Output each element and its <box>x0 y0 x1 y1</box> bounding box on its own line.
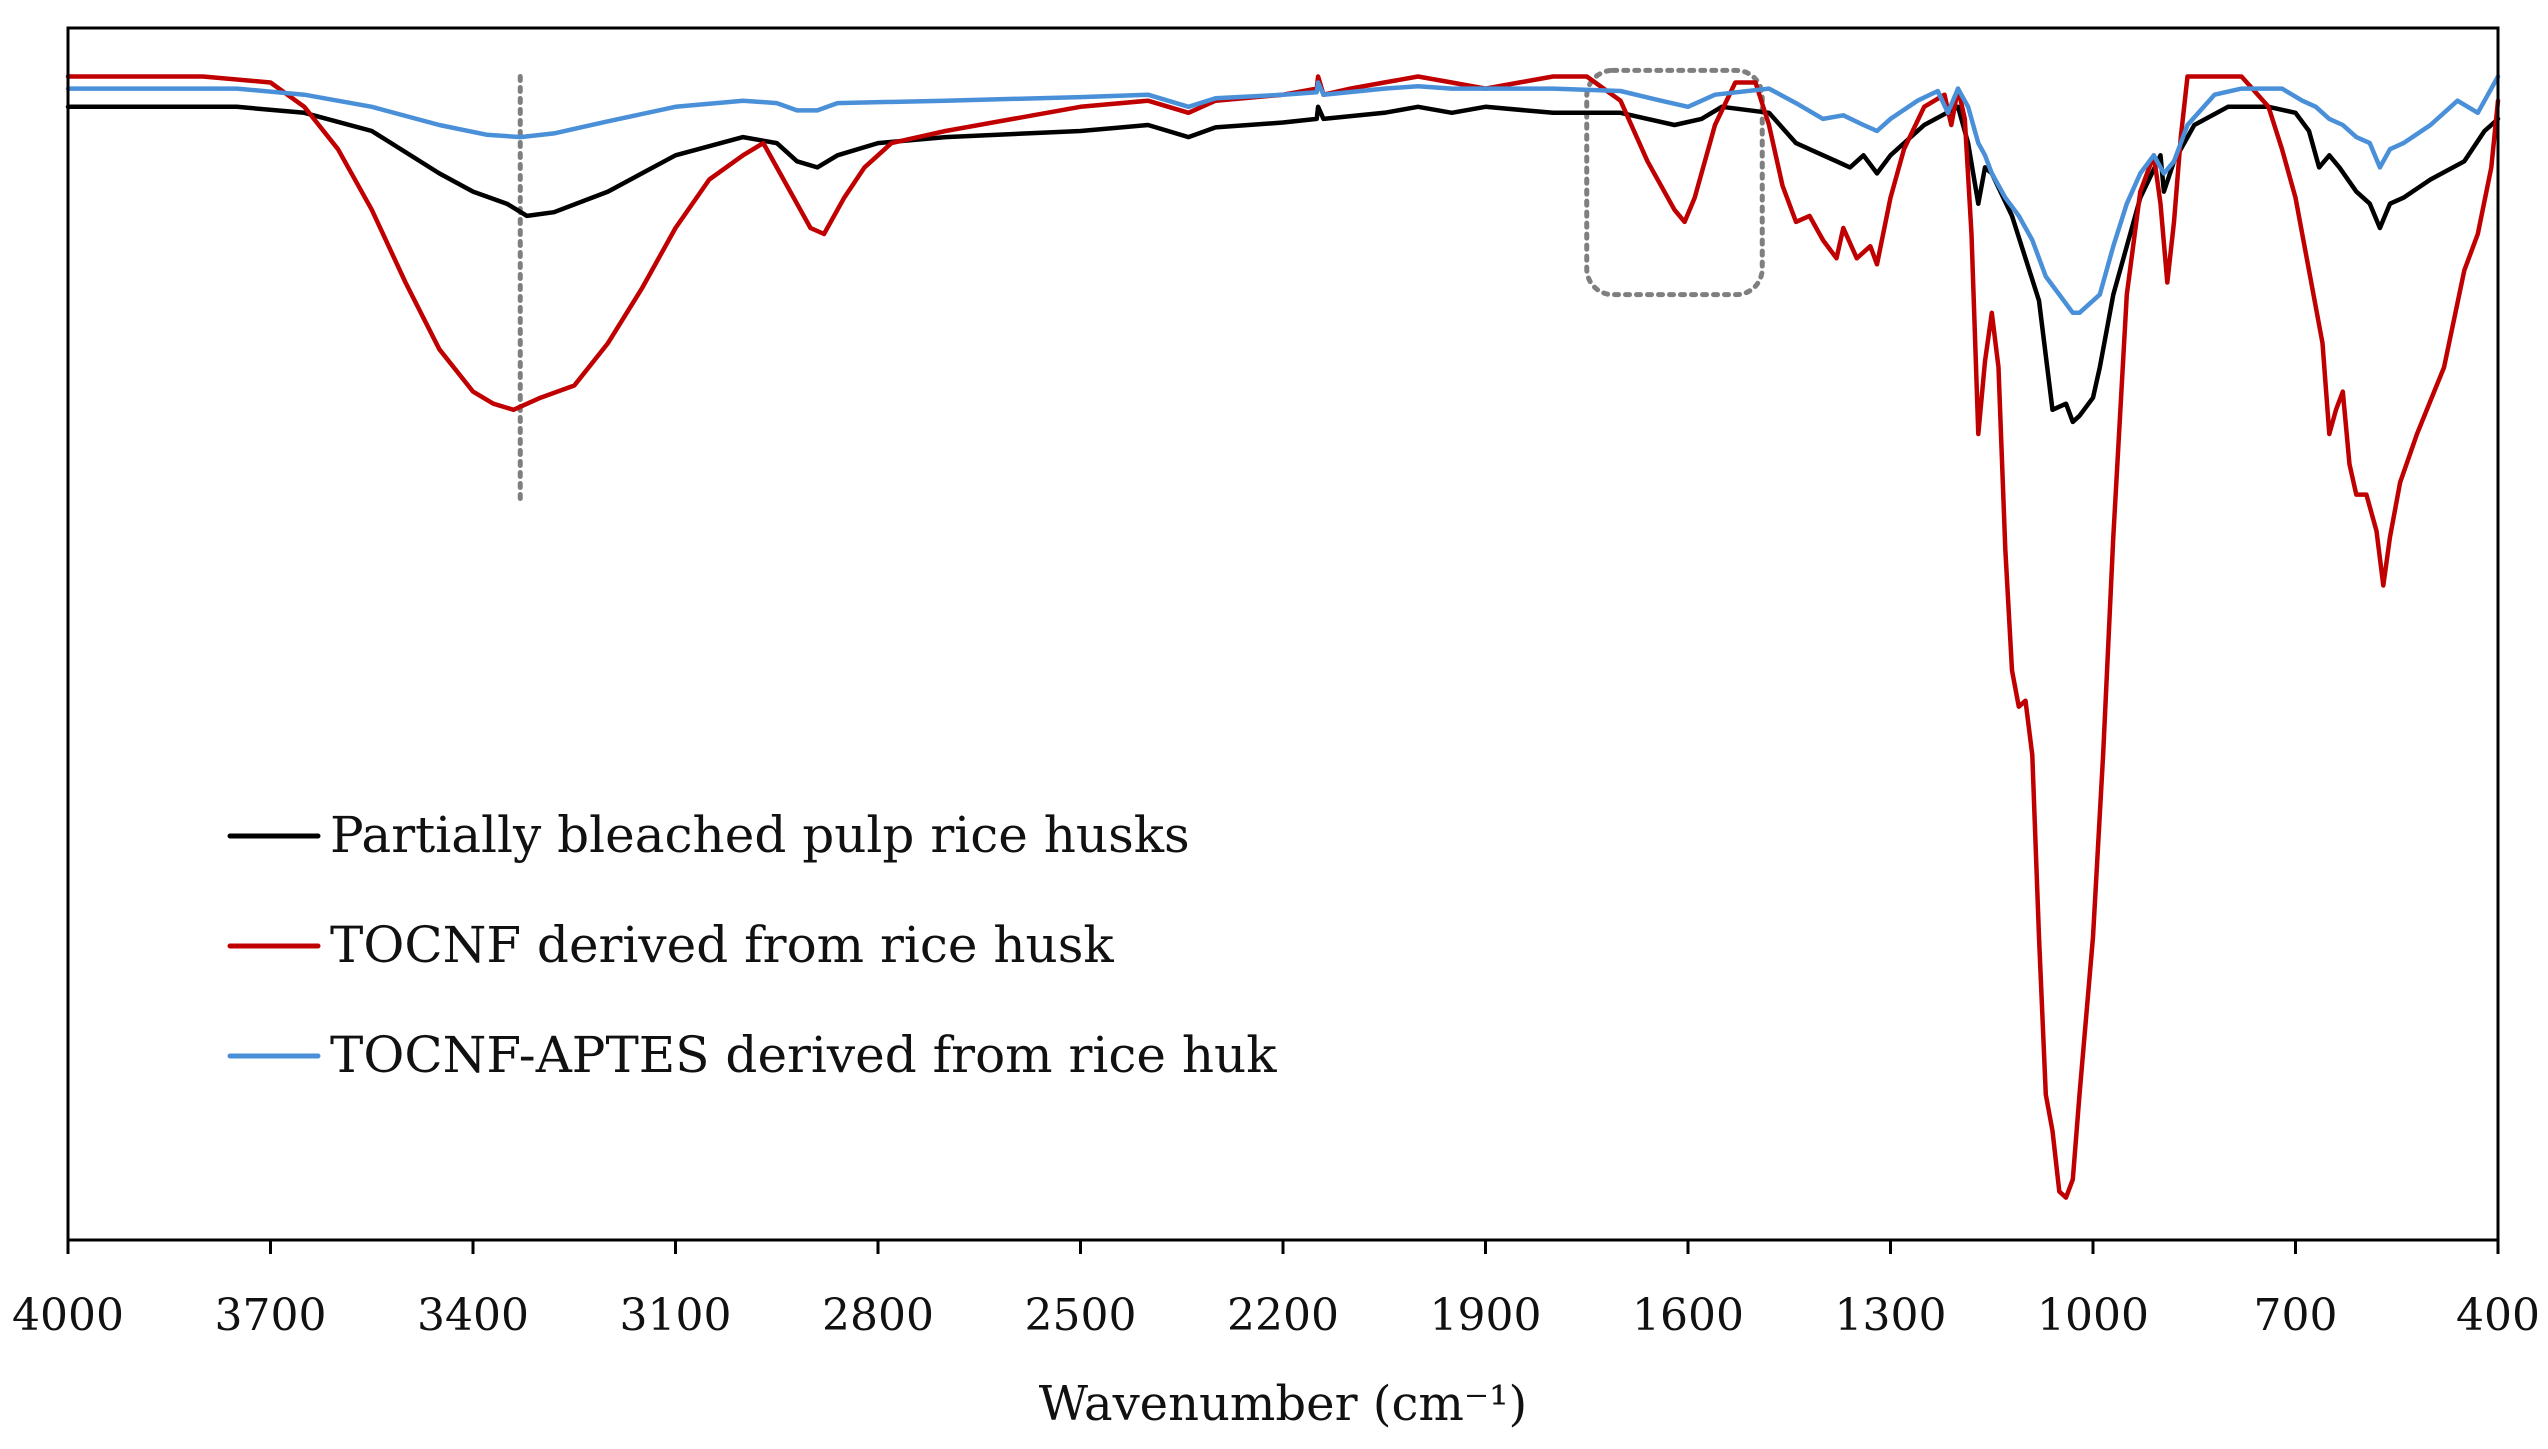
x-tick-label: 700 <box>2254 1290 2338 1341</box>
x-axis-title: Wavenumber (cm⁻¹) <box>1039 1376 1527 1432</box>
series-line-1 <box>65 104 2501 425</box>
legend-label-2: TOCNF derived from rice husk <box>330 916 1114 974</box>
annotation-layer <box>517 67 1765 504</box>
x-tick-label: 1600 <box>1632 1290 1744 1341</box>
x-tick-label: 3100 <box>620 1290 732 1341</box>
legend: Partially bleached pulp rice husks TOCNF … <box>227 806 1277 1084</box>
x-tick-label: 1000 <box>2037 1290 2149 1341</box>
legend-label-3: TOCNF-APTES derived from rice huk <box>330 1026 1277 1084</box>
x-tick-label: 2500 <box>1025 1290 1137 1341</box>
legend-label-1: Partially bleached pulp rice husks <box>330 806 1190 864</box>
x-axis: 4000 3700 3400 3100 2800 2500 2200 1900 1600 1300… <box>12 1240 2540 1341</box>
x-tick-label: 2800 <box>822 1290 934 1341</box>
x-tick-label: 400 <box>2456 1290 2540 1341</box>
x-tick-label: 1300 <box>1835 1290 1947 1341</box>
x-tick-label: 1900 <box>1430 1290 1542 1341</box>
series-line-3 <box>65 74 2501 316</box>
x-tick-label: 3700 <box>215 1290 327 1341</box>
x-tick-label: 4000 <box>12 1290 124 1341</box>
series-layer <box>65 74 2501 1200</box>
annotation-dotted-box <box>1584 67 1765 298</box>
x-tick-label: 2200 <box>1227 1290 1339 1341</box>
x-tick-label: 3400 <box>417 1290 529 1341</box>
series-line-2 <box>65 74 2501 1200</box>
